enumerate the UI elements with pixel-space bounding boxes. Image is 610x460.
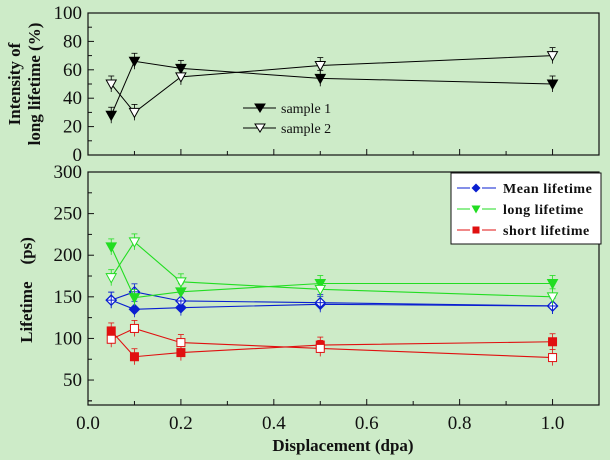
bottom-series <box>105 233 559 366</box>
data-point <box>546 51 559 62</box>
x-tick-label: 1.0 <box>541 413 565 434</box>
x-axis-title: Displacement (dpa) <box>272 436 413 455</box>
y-tick-label: 40 <box>63 88 82 109</box>
top-series <box>105 47 559 124</box>
legend-label: long lifetime <box>503 203 584 218</box>
triangle-down-filled-icon <box>254 103 266 113</box>
series-long-lifetime <box>105 238 559 306</box>
top-legend: sample 1 sample 2 <box>243 102 331 137</box>
data-point <box>128 237 141 248</box>
data-point <box>314 73 327 85</box>
y-tick-label: 80 <box>63 31 82 52</box>
data-point <box>105 79 118 91</box>
legend-marker <box>472 226 480 234</box>
data-point <box>128 56 141 68</box>
y-tick-label: 200 <box>54 245 83 266</box>
data-point <box>546 292 559 303</box>
series-long-lifetime-sample-2 <box>105 233 559 305</box>
series-short-lifetime-sample-2 <box>106 320 558 366</box>
bottom-x-ticks: 0.0 0.2 0.4 0.6 0.8 1.0 <box>76 399 600 434</box>
data-point <box>548 353 558 363</box>
legend-marker <box>471 205 481 214</box>
y-tick-label: 100 <box>54 3 83 24</box>
x-tick-label: 0.0 <box>76 413 100 434</box>
data-point <box>129 352 139 362</box>
x-tick-label: 0.8 <box>448 413 472 434</box>
square-filled-icon <box>472 226 480 234</box>
legend-label-sample-2: sample 2 <box>281 122 331 137</box>
x-tick-label: 0.4 <box>262 413 286 434</box>
bottom-y-axis-title: Lifetime (ps) <box>17 237 36 343</box>
top-panel: 0 20 40 60 80 100 Intensity of long lifetime … <box>5 3 600 166</box>
data-point <box>315 343 325 353</box>
legend-items: Mean lifetime long lifetime short lifetime <box>457 182 592 239</box>
y-tick-label: 60 <box>63 60 82 81</box>
y-tick-label: 20 <box>63 117 82 138</box>
series-sample-2 <box>105 47 559 121</box>
data-point <box>105 273 118 284</box>
data-point <box>176 338 186 348</box>
series-sample-1 <box>105 52 559 124</box>
top-plot-frame <box>87 12 600 156</box>
triangle-down-open-icon <box>254 123 266 133</box>
data-point <box>546 79 559 91</box>
legend-marker <box>471 183 481 193</box>
data-point <box>105 110 118 122</box>
data-point <box>175 72 187 83</box>
triangle-down-filled-icon <box>471 205 481 214</box>
top-x-ticks <box>87 149 600 155</box>
x-tick-label: 0.6 <box>355 413 379 434</box>
series-mean-lifetime-sample-2 <box>105 283 559 314</box>
top-y-axis-title-line-2: long lifetime (%) <box>25 23 44 146</box>
data-point <box>546 279 559 290</box>
data-point <box>128 303 141 316</box>
data-point <box>314 284 327 296</box>
y-tick-label: 50 <box>63 370 82 391</box>
top-y-ticks: 0 20 40 60 80 100 <box>54 3 94 166</box>
data-point <box>128 293 141 304</box>
top-y-axis-title-line-1: Intensity of <box>5 42 24 125</box>
y-tick-label: 150 <box>54 287 83 308</box>
x-tick-label: 0.2 <box>169 413 193 434</box>
y-tick-label: 0 <box>73 145 83 166</box>
y-tick-label: 250 <box>54 204 83 225</box>
y-tick-label: 100 <box>54 328 83 349</box>
legend-label: short lifetime <box>503 224 590 239</box>
series-short-lifetime <box>106 322 558 365</box>
legend-label-sample-1: sample 1 <box>281 102 331 117</box>
top-y-axis-title: Intensity of long lifetime (%) <box>5 23 44 146</box>
series-line <box>110 60 553 116</box>
bottom-panel: 50 100 150 200 250 300 0.0 0.2 0.4 0.6 0.8 1.0 Lif… <box>17 162 602 455</box>
bottom-plot-frame <box>87 171 600 406</box>
data-point <box>314 61 327 72</box>
bottom-y-ticks: 50 100 150 200 250 300 <box>54 162 94 402</box>
data-point <box>175 277 187 288</box>
data-point <box>128 107 141 119</box>
data-point <box>106 334 116 344</box>
legend-label: Mean lifetime <box>503 182 592 197</box>
data-point <box>105 242 118 253</box>
y-tick-label: 300 <box>54 162 83 183</box>
diamond-filled-icon <box>471 183 481 193</box>
data-point <box>548 337 558 347</box>
bottom-legend: Mean lifetime long lifetime short lifetime <box>450 172 602 245</box>
data-point <box>129 323 139 333</box>
